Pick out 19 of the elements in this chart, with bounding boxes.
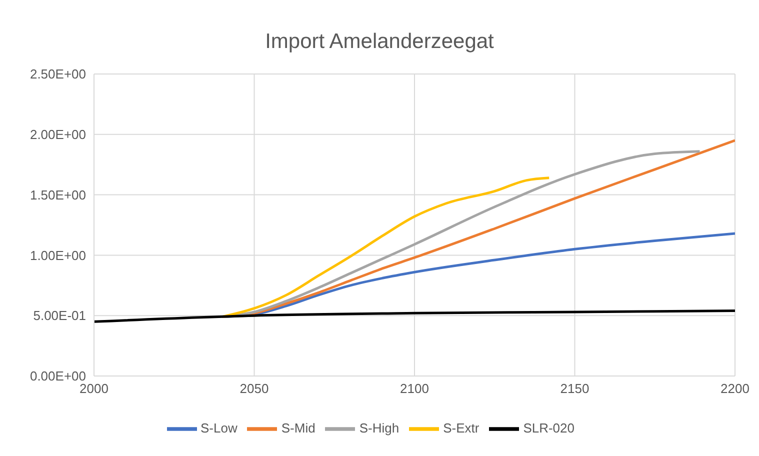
legend-label: S-High	[359, 420, 400, 436]
x-tick-label: 2200	[720, 381, 750, 396]
y-tick-label: 1.00E+00	[30, 248, 86, 263]
y-tick-label: 2.50E+00	[30, 66, 86, 82]
x-tick-label: 2100	[400, 381, 429, 396]
y-tick-label: 2.00E+00	[30, 127, 86, 142]
x-tick-label: 2000	[80, 381, 108, 396]
y-tick-label: 5.00E-01	[33, 308, 86, 324]
y-tick-label: 1.50E+00	[30, 187, 86, 202]
x-tick-label: 2150	[560, 381, 590, 396]
legend-label: S-Low	[200, 420, 238, 436]
chart-title: Import Amelanderzeegat	[264, 29, 495, 55]
line-series	[94, 310, 735, 323]
line-series	[220, 176, 550, 318]
x-tick-label: 2050	[240, 381, 269, 396]
legend-label: S-Mid	[281, 420, 316, 436]
legend-label: S-Extr	[443, 420, 480, 436]
legend-label: SLR-020	[523, 420, 574, 436]
y-tick-label: 0.00E+00	[30, 368, 86, 384]
